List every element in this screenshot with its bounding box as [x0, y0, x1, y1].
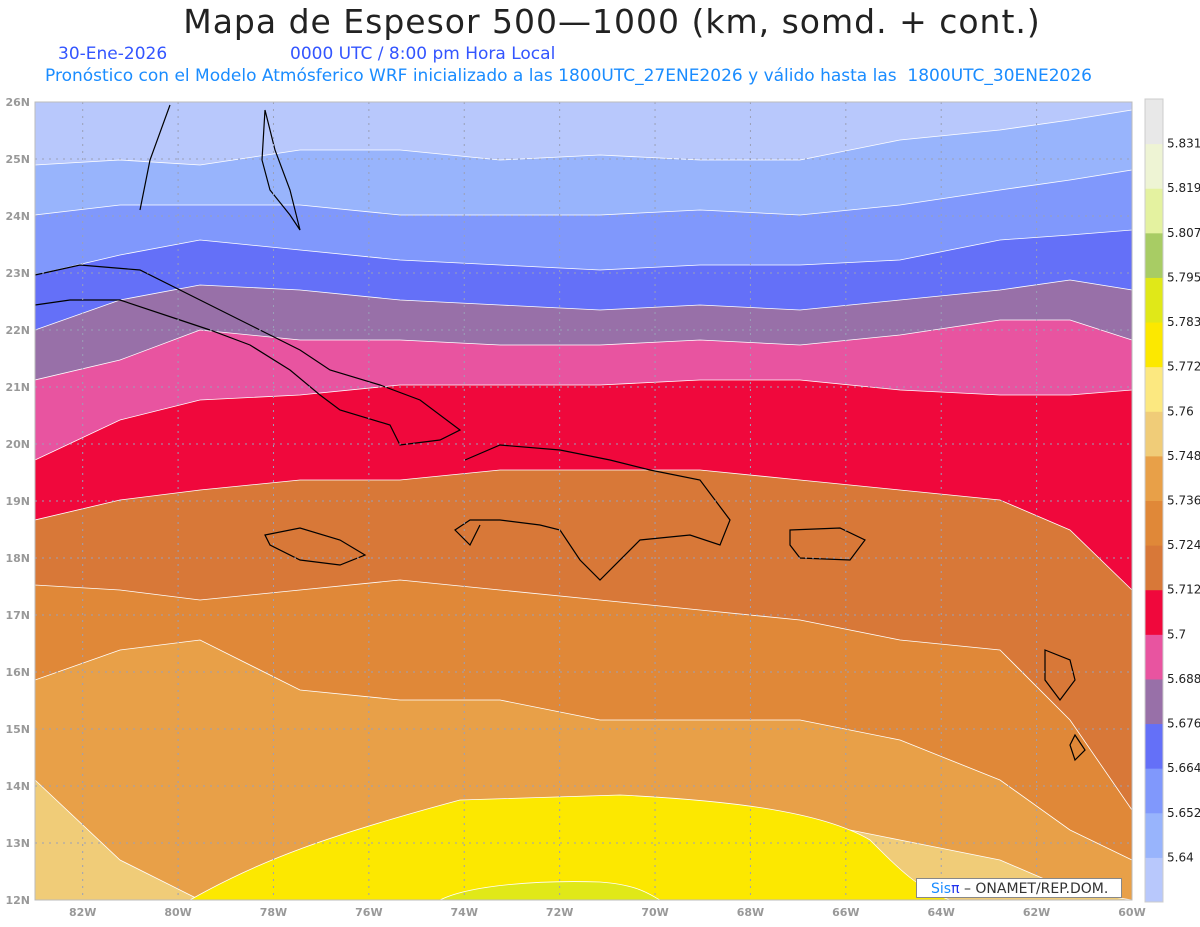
colorbar-label: 5.688 [1167, 672, 1200, 686]
colorbar-swatch [1145, 768, 1163, 814]
colorbar-label: 5.76 [1167, 404, 1194, 418]
y-tick-label: 21N [5, 381, 30, 394]
logo-org: – ONAMET/REP.DOM. [959, 881, 1109, 897]
coastline-segment [1044, 649, 1076, 701]
colorbar-label: 5.748 [1167, 449, 1200, 463]
coastline-segment [1069, 733, 1086, 762]
x-tick-label: 72W [546, 906, 573, 919]
colorbar-label: 5.652 [1167, 806, 1200, 820]
band-5.783 [439, 881, 661, 901]
y-tick-label: 17N [5, 609, 30, 622]
grid [35, 102, 1133, 900]
colorbar-label: 5.676 [1167, 717, 1200, 731]
x-tick-label: 76W [355, 906, 382, 919]
forecast-date: 30-Ene-2026 [58, 44, 168, 64]
colorbar-label: 5.724 [1167, 538, 1200, 552]
x-tick-label: 64W [927, 906, 954, 919]
x-tick-label: 78W [260, 906, 287, 919]
colorbar-swatch [1145, 143, 1163, 189]
model-description: Pronóstico con el Modelo Atmósferico WRF… [45, 66, 1092, 86]
colorbar-swatch [1145, 723, 1163, 769]
y-tick-label: 13N [5, 837, 30, 850]
colorbar-swatch [1145, 99, 1163, 145]
band-5.772 [188, 794, 951, 901]
y-tick-label: 26N [5, 96, 30, 109]
colorbar-frame [1144, 98, 1164, 903]
x-tick-label: 66W [832, 906, 859, 919]
y-tick-label: 24N [5, 210, 30, 223]
colorbar-swatch [1145, 812, 1163, 858]
colorbar-swatch [1145, 322, 1163, 368]
colorbar-swatch [1145, 277, 1163, 323]
colorbar-swatch [1145, 411, 1163, 457]
x-tick-label: 60W [1118, 906, 1145, 919]
coastline-segment [34, 264, 462, 446]
colorbar-label: 5.807 [1167, 226, 1200, 240]
y-tick-label: 16N [5, 666, 30, 679]
colorbar-label: 5.64 [1167, 850, 1194, 864]
y-tick-label: 12N [5, 894, 30, 907]
colorbar-label: 5.819 [1167, 181, 1200, 195]
colorbar-swatch [1145, 589, 1163, 635]
colorbar-label: 5.831 [1167, 137, 1200, 151]
colorbar-label: 5.736 [1167, 494, 1200, 508]
colorbar-swatch [1145, 678, 1163, 725]
y-tick-label: 25N [5, 153, 30, 166]
coastline-segment [789, 527, 866, 561]
x-tick-label: 62W [1023, 906, 1050, 919]
logo-pi: π [951, 881, 960, 897]
logo-brand: Sis [931, 881, 952, 897]
chart-title: Mapa de Espesor 500—1000 (km, somd. + co… [183, 2, 1041, 41]
colorbar: 5.64 5.652 5.664 5.676 5.688 5.7 5.712 5.724 5.7… [1144, 98, 1200, 903]
y-tick-label: 19N [5, 495, 30, 508]
colorbar-label: 5.7 [1167, 627, 1186, 641]
colorbar-label: 5.772 [1167, 360, 1200, 374]
coastline-segment [139, 104, 171, 211]
colorbar-swatch [1145, 857, 1163, 903]
colorbar-swatch [1145, 545, 1163, 591]
colorbar-label: 5.783 [1167, 315, 1200, 329]
forecast-time: 0000 UTC / 8:00 pm Hora Local [290, 44, 556, 64]
coastlines [34, 104, 1086, 762]
coastline-segment [454, 444, 731, 581]
coastline-segment [264, 527, 367, 566]
colorbar-swatch [1145, 455, 1163, 501]
colorbar-swatch [1145, 188, 1163, 234]
x-tick-label: 70W [641, 906, 668, 919]
colorbar-label: 5.795 [1167, 270, 1200, 284]
y-tick-label: 22N [5, 324, 30, 337]
coastline-segment [261, 109, 301, 231]
x-tick-label: 68W [737, 906, 764, 919]
x-tick-label: 74W [451, 906, 478, 919]
colorbar-swatch [1145, 500, 1163, 546]
y-tick-label: 14N [5, 780, 30, 793]
colorbar-swatch [1145, 634, 1163, 680]
y-tick-label: 18N [5, 552, 30, 565]
colorbar-label: 5.664 [1167, 761, 1200, 775]
y-tick-label: 23N [5, 267, 30, 280]
colorbar-label: 5.712 [1167, 583, 1200, 597]
colorbar-swatch [1145, 232, 1163, 278]
colorbar-swatch [1145, 366, 1163, 412]
x-tick-label: 82W [69, 906, 96, 919]
y-tick-label: 20N [5, 438, 30, 451]
x-tick-label: 80W [164, 906, 191, 919]
y-tick-label: 15N [5, 723, 30, 736]
logo-box: Sisπ – ONAMET/REP.DOM. [916, 878, 1122, 898]
map-frame [34, 101, 1133, 901]
